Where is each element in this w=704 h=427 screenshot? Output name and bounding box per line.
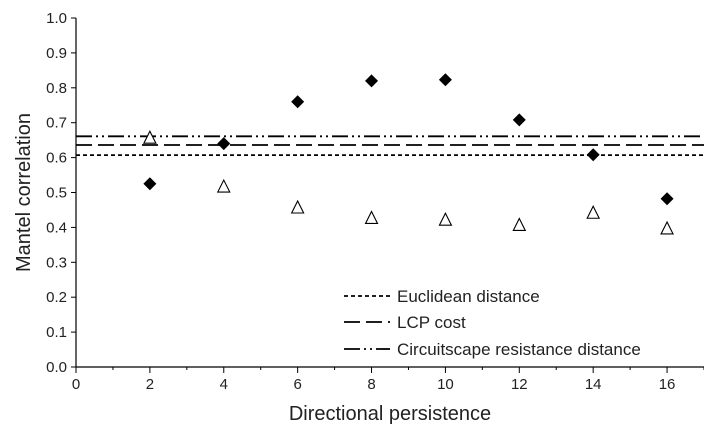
y-tick-label: 0.5: [46, 185, 67, 202]
x-tick-label: 14: [585, 376, 602, 393]
x-tick-label: 4: [220, 376, 228, 393]
diamond-point: [365, 74, 379, 88]
y-axis-title: Mantel correlation: [13, 113, 35, 272]
x-tick-label: 2: [146, 376, 154, 393]
y-tick-label: 0.7: [46, 115, 67, 132]
x-axis-title: Directional persistence: [289, 403, 491, 425]
triangle-point: [586, 205, 601, 219]
triangle-point: [438, 211, 453, 226]
x-tick-label: 16: [659, 376, 676, 393]
x-tick-label: 12: [511, 376, 528, 393]
triangle-point: [512, 217, 527, 232]
axes: 0.0 0.1 0.2 0.3 0.4 0.5 0.6 0.7 0.8 0.9 1.0 0 2 4 6 8 10…: [46, 10, 704, 393]
triangle-point: [142, 129, 157, 144]
legend-label: Circuitscape resistance distance: [397, 340, 641, 359]
y-tick-label: 1.0: [46, 10, 67, 27]
diamond-point: [291, 95, 305, 109]
y-tick-label: 0.3: [46, 254, 67, 271]
diamond-point: [217, 137, 231, 151]
diamond-point: [586, 148, 600, 162]
triangle-point: [364, 210, 379, 225]
triangle-point: [660, 220, 674, 235]
diamond-point: [660, 192, 674, 206]
y-tick-label: 0.4: [46, 219, 67, 236]
triangle-point: [216, 178, 231, 193]
y-tick-label: 0.8: [46, 80, 67, 97]
x-tick-label: 8: [367, 376, 375, 393]
diamond-point: [512, 113, 526, 127]
y-tick-label: 0.6: [46, 150, 67, 167]
y-tick-label: 0.0: [46, 359, 67, 376]
y-tick-label: 0.9: [46, 45, 67, 62]
legend: Euclidean distance LCP cost Circuitscape r…: [344, 287, 641, 359]
legend-label: LCP cost: [397, 313, 466, 332]
x-tick-label: 10: [437, 376, 454, 393]
y-tick-label: 0.1: [46, 324, 67, 341]
x-tick-label: 0: [72, 376, 80, 393]
data-points: [142, 73, 674, 235]
legend-label: Euclidean distance: [397, 287, 540, 306]
triangle-point: [290, 199, 305, 214]
diamond-point: [143, 177, 157, 191]
reference-lines: [76, 135, 704, 157]
y-tick-label: 0.2: [46, 289, 67, 306]
diamond-point: [438, 73, 452, 87]
x-tick-label: 6: [293, 376, 301, 393]
